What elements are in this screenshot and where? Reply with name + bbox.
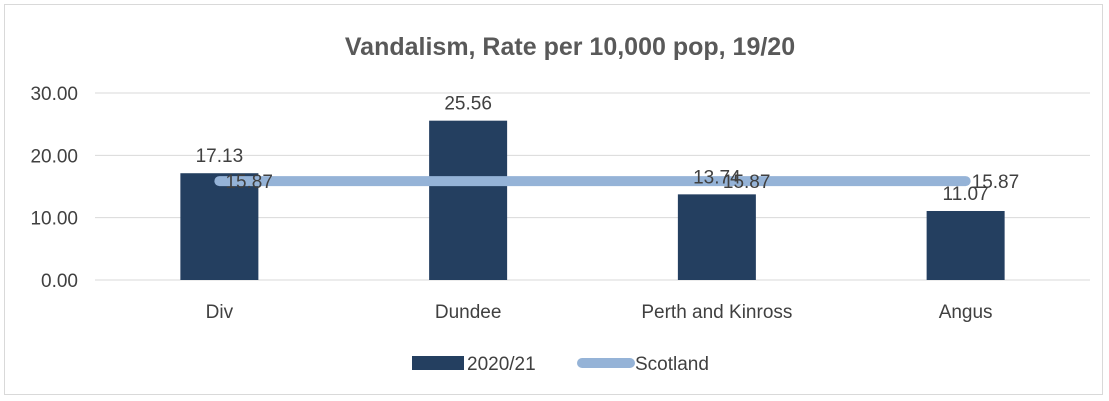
y-tick-label: 30.00 bbox=[30, 84, 78, 105]
bar-series bbox=[180, 120, 1005, 281]
x-axis: Div Dundee Perth and Kinross Angus bbox=[206, 302, 993, 323]
y-tick-label: 20.00 bbox=[30, 146, 78, 167]
y-tick-label: 10.00 bbox=[30, 209, 78, 230]
bar bbox=[926, 210, 1005, 280]
bar bbox=[180, 173, 259, 280]
bar-value-label: 17.13 bbox=[196, 146, 244, 167]
legend-label-scotland: Scotland bbox=[635, 354, 709, 375]
line-value-label: 15.87 bbox=[972, 172, 1020, 193]
bar-value-label: 13.74 bbox=[693, 167, 741, 188]
x-tick-label: Perth and Kinross bbox=[641, 302, 792, 323]
x-tick-label: Dundee bbox=[435, 302, 502, 323]
bar bbox=[677, 194, 756, 280]
y-tick-label: 0.00 bbox=[41, 271, 78, 292]
bar-value-label: 11.07 bbox=[943, 184, 989, 205]
line-value-label: 15.87 bbox=[723, 172, 771, 193]
bar-value-label: 25.56 bbox=[444, 94, 492, 115]
line-value-label: 15.87 bbox=[225, 172, 273, 193]
chart-title: Vandalism, Rate per 10,000 pop, 19/20 bbox=[345, 33, 795, 61]
legend: 2020/21 Scotland bbox=[412, 354, 709, 375]
x-tick-label: Div bbox=[206, 302, 234, 323]
legend-label-2020-21: 2020/21 bbox=[467, 354, 536, 375]
y-axis: 0.00 10.00 20.00 30.00 bbox=[30, 84, 78, 292]
bar bbox=[429, 120, 508, 281]
legend-swatch-2020-21 bbox=[412, 356, 464, 370]
gridlines bbox=[95, 92, 1090, 281]
x-tick-label: Angus bbox=[939, 302, 993, 323]
